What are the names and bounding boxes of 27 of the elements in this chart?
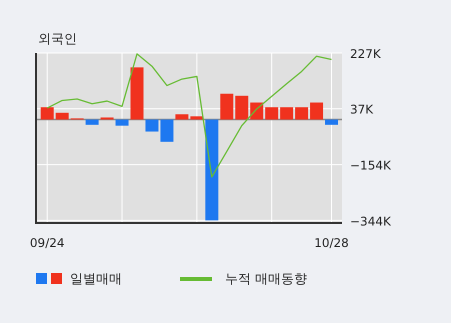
y-tick-label: 37K <box>350 102 374 117</box>
bar <box>205 120 218 220</box>
bar <box>145 120 158 132</box>
bar <box>116 120 129 126</box>
bar <box>56 112 69 120</box>
bar <box>100 117 114 120</box>
legend-item: 누적 매매동향 <box>180 272 308 287</box>
bar <box>40 107 54 120</box>
line-series <box>46 53 332 178</box>
bar <box>295 107 308 120</box>
bar <box>160 120 174 142</box>
y-tick-label: −344K <box>350 214 392 228</box>
bar <box>280 107 294 120</box>
bar <box>130 67 144 120</box>
y-tick-label: 227K <box>350 47 382 61</box>
bar <box>86 120 99 125</box>
chart-title: 외국인 <box>38 32 77 47</box>
bar <box>310 102 324 120</box>
y-tick-label: −154K <box>350 158 392 173</box>
bar <box>325 120 338 125</box>
legend-item: 일별매매 <box>36 272 122 287</box>
legend-label: 누적 매매동향 <box>225 272 308 287</box>
x-tick-label: 09/24 <box>30 236 65 250</box>
bar <box>265 107 278 120</box>
bar <box>175 114 188 120</box>
legend-label: 일별매매 <box>70 272 122 287</box>
x-tick-label: 10/28 <box>314 236 349 250</box>
